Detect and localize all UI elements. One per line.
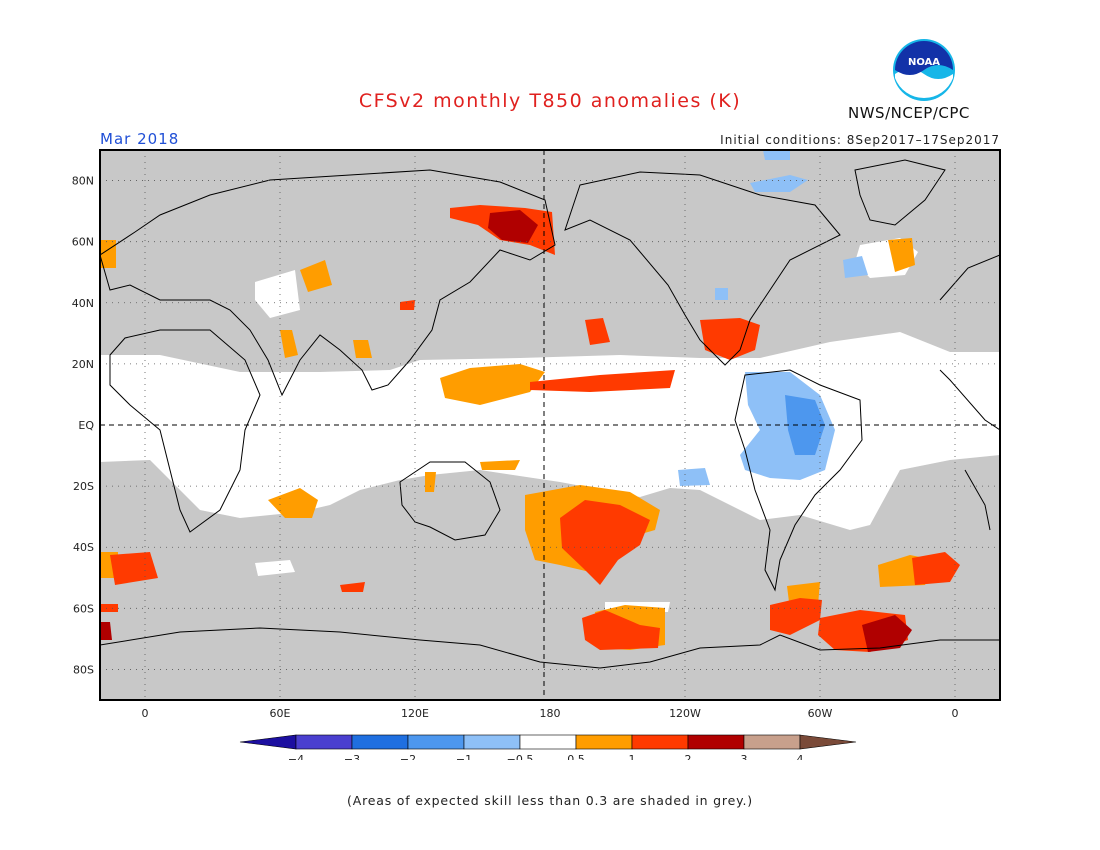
north-pacific-warm-band [530,370,675,392]
pacific-small-warm [585,318,610,345]
legend-swatch [463,734,521,750]
southern-ocean-red-1 [582,610,660,650]
legend-high-triangle [799,734,857,750]
central-pacific-warm-band [440,364,545,405]
south-atlantic-red [912,552,960,585]
longitude-tick-label: 120E [401,707,429,720]
south-pacific-strong-warm [560,500,650,585]
labrador-cold-anomaly [763,150,790,160]
legend-swatch [631,734,689,750]
atlantic-extreme-warm [100,622,112,640]
longitude-tick-label: 180 [540,707,561,720]
legend-swatch [687,734,745,750]
latitude-tick-label: 20N [72,358,94,371]
east-pacific-cold-anomaly [678,468,710,486]
indian-ocean-warm-anomaly [268,488,318,518]
southern-ocean-red-2 [340,582,365,592]
longitude-tick-label: 0 [142,707,149,720]
east-asia-white-patch [255,270,300,318]
graticule [100,150,1000,700]
antarctic-warm [770,598,822,635]
color-legend: −4 −3 −2 −1 −0.5 0.5 1 2 3 4 [239,734,857,760]
india-warm-anomaly [280,330,298,358]
legend-swatch [743,734,801,750]
latitude-tick-label: 60N [72,236,94,249]
greenland-coastline [854,159,946,226]
agency-label: NWS/NCEP/CPC [848,104,970,122]
siberia-extreme-warm [488,210,538,243]
north-america-warm [700,318,760,360]
legend-tick-label: −4 [288,753,304,760]
latitude-tick-label: 20S [73,480,94,493]
skill-footnote: (Areas of expected skill less than 0.3 a… [347,793,753,808]
japan-warm [400,300,415,310]
central-asia-warm [300,260,332,292]
longitude-tick-label: 60W [808,707,833,720]
china-warm-anomaly [353,340,372,358]
latitude-tick-label: 60S [73,602,94,615]
north-america-coastline [564,171,841,366]
initial-conditions-label: Initial conditions: 8Sep2017–17Sep2017 [720,133,1000,147]
latitude-tick-label: 40N [72,297,94,310]
anomaly-shading [100,150,1000,652]
australia-coastline [399,461,501,541]
legend-swatch [519,734,577,750]
antarctica-coastline [100,627,1000,669]
legend-swatch [295,734,353,750]
us-cold-anomaly [715,288,728,300]
latitude-tick-label: 80S [73,663,94,676]
europe-coastline-east [939,254,1000,301]
longitude-labels: 0 60E 120E 180 120W 60W 0 [142,707,959,720]
legend-tick-label: −2 [400,753,416,760]
legend-tick-label: −3 [344,753,360,760]
map-frame [99,149,1001,701]
legend-tick-label: 3 [741,753,748,760]
longitude-tick-label: 0 [952,707,959,720]
greenland-warm-anomaly [888,238,915,272]
latitude-tick-label: EQ [78,419,94,432]
atlantic-red-60s [100,604,118,612]
legend-tick-label: 4 [797,753,804,760]
latitude-tick-label: 80N [72,175,94,188]
legend-tick-label: 0.5 [567,753,585,760]
legend-tick-label: −1 [456,753,472,760]
legend-swatch [351,734,409,750]
africa-coastline [109,329,261,533]
legend-tick-label: −0.5 [507,753,534,760]
legend-swatch [407,734,465,750]
southern-africa-coastline-east [964,469,991,531]
longitude-tick-label: 120W [669,707,701,720]
north-atlantic-cold-anomaly [843,256,868,278]
legend-low-triangle [239,734,297,750]
noaa-logo-text: NOAA [908,57,940,68]
legend-swatch [575,734,633,750]
coastlines [100,159,1000,669]
south-america-coastline [734,369,863,592]
eurasia-coastline [100,169,556,397]
southern-ocean-white-patch-1 [255,560,295,576]
latitude-labels: 80N 60N 40N 20N EQ 20S 40S 60S 80S [72,175,95,677]
arctic-cold-anomaly [750,175,808,192]
longitude-tick-label: 60E [270,707,291,720]
latitude-tick-label: 40S [73,541,94,554]
legend-tick-label: 1 [629,753,636,760]
legend-tick-label: 2 [685,753,692,760]
weddell-extreme-warm [862,615,912,652]
page-title: CFSv2 monthly T850 anomalies (K) [358,90,742,112]
noaa-logo: NOAA [893,39,955,101]
target-month-label: Mar 2018 [100,130,180,148]
australia-warm-anomaly [425,472,436,492]
atlantic-red-west [110,552,158,585]
indonesia-warm-anomaly [480,460,520,470]
